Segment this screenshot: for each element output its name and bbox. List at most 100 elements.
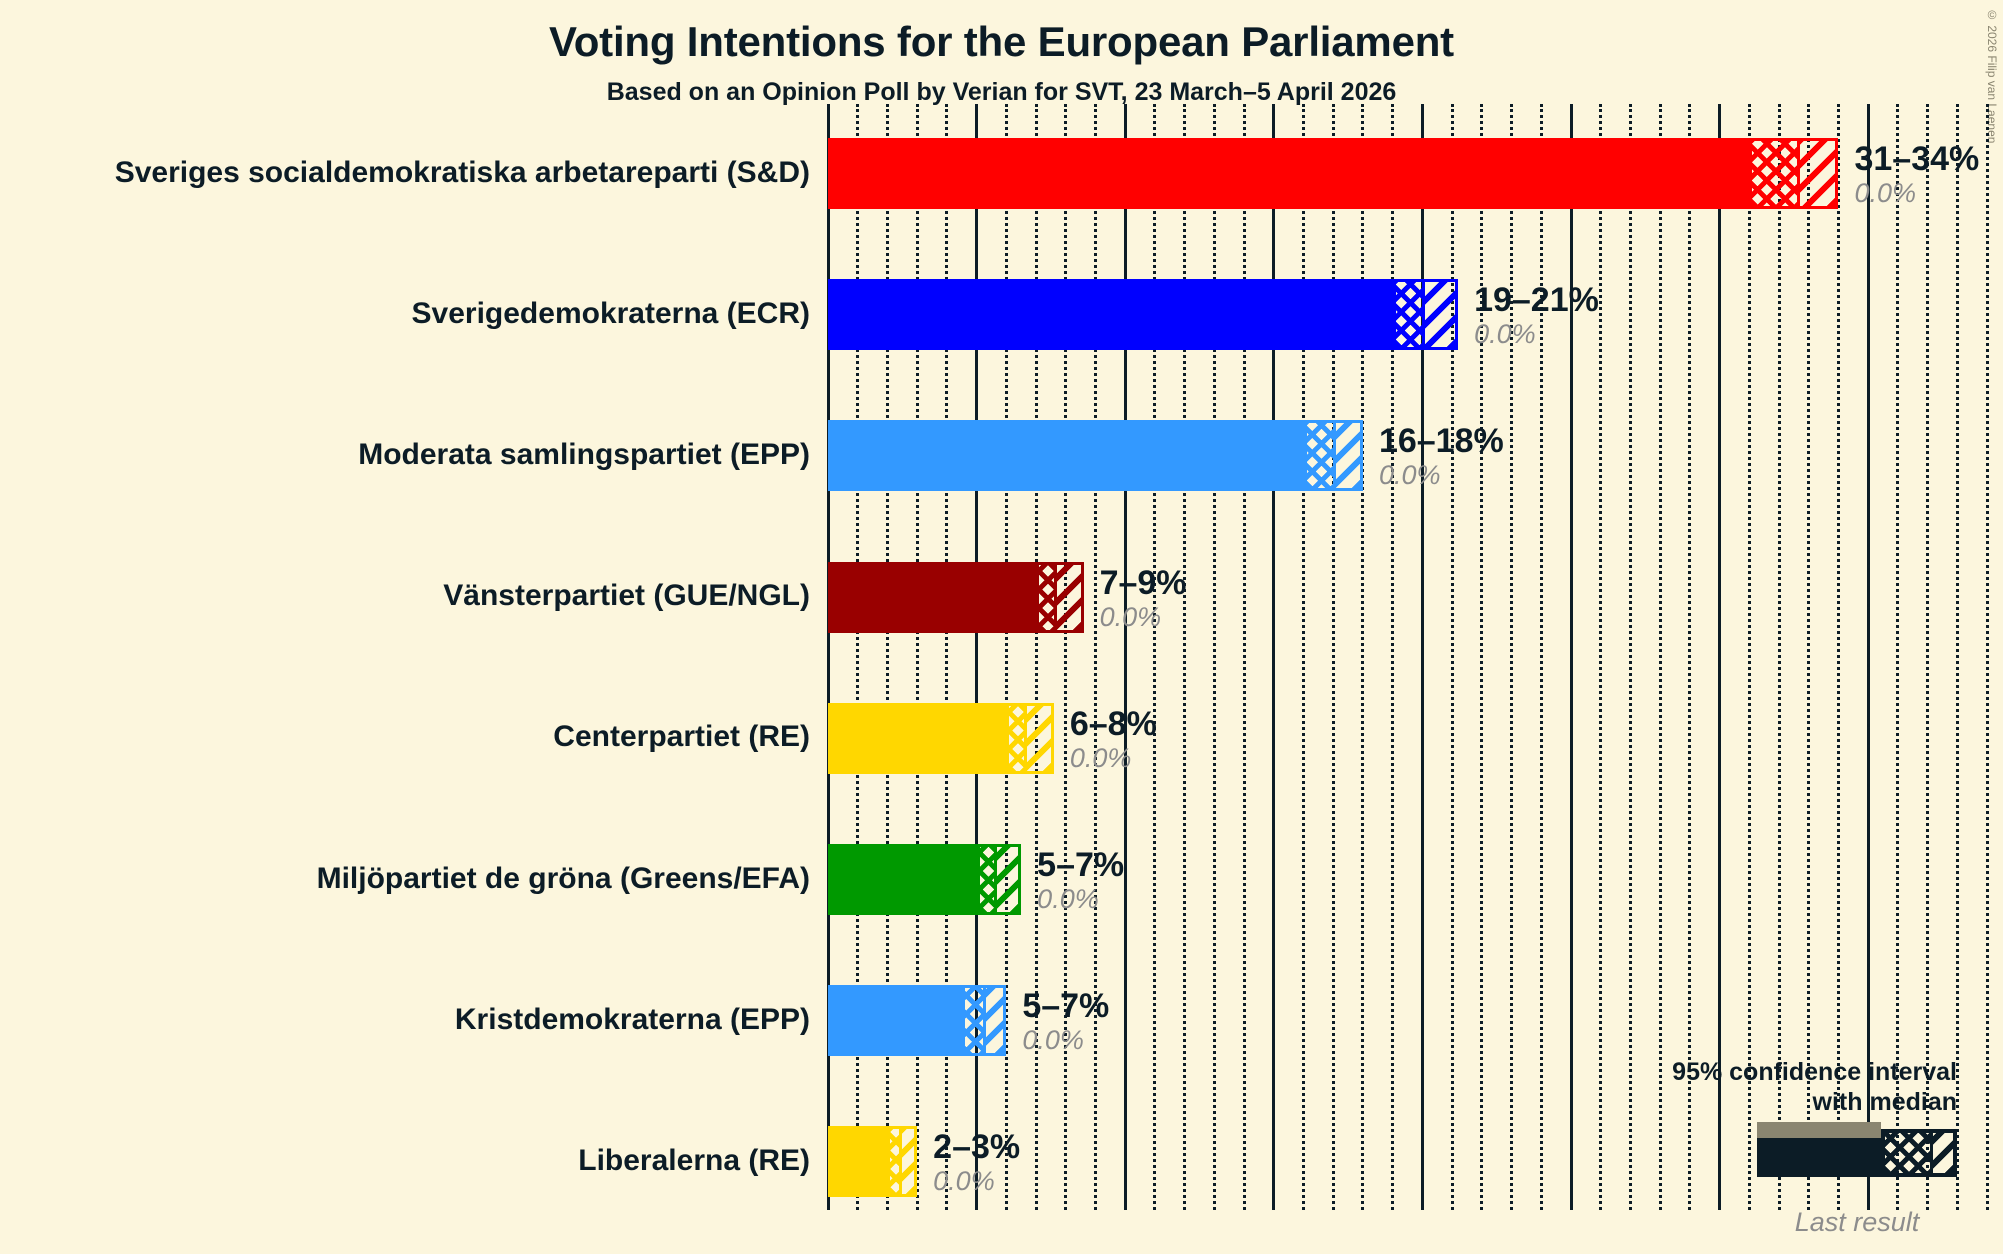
gridline-minor <box>856 104 860 1210</box>
bar-segment-crosshatch <box>979 847 998 912</box>
bar-segment-solid <box>831 282 1396 348</box>
bar-segment-diagonal <box>1336 423 1360 489</box>
value-labels: 2–3% 0.0% <box>933 1130 1020 1195</box>
gridline-minor <box>1153 104 1157 1210</box>
confidence-interval-text: 19–21% <box>1474 281 1599 320</box>
gridline-minor <box>1807 104 1811 1210</box>
gridline-minor <box>1896 104 1900 1210</box>
value-labels: 16–18% 0.0% <box>1379 424 1504 489</box>
bar-segment-crosshatch <box>1752 141 1800 206</box>
party-label: Liberalerna (RE) <box>578 1143 810 1177</box>
gridline-minor <box>1688 104 1692 1210</box>
confidence-interval-bar <box>828 985 1007 1057</box>
value-labels: 7–9% 0.0% <box>1100 566 1187 631</box>
legend-segment-crosshatch <box>1885 1133 1933 1173</box>
gridline-minor <box>1093 104 1097 1210</box>
confidence-interval-bar <box>828 702 1054 774</box>
bar-segment-solid <box>831 141 1753 206</box>
party-label: Moderata samlingspartiet (EPP) <box>358 437 810 471</box>
party-label: Kristdemokraterna (EPP) <box>454 1002 810 1036</box>
bar-segment-solid <box>831 988 965 1054</box>
bar-row: Centerpartiet (RE) 6–8% 0.0% <box>0 702 2003 774</box>
gridline-minor <box>915 104 919 1210</box>
bar-segment-crosshatch <box>890 1129 903 1195</box>
median-marker <box>1796 141 1800 206</box>
bar-row: Sverigedemokraterna (ECR) 19–21% 0.0% <box>0 279 2003 351</box>
gridline-major <box>826 104 830 1210</box>
gridline-minor <box>1391 104 1395 1210</box>
median-marker <box>1053 564 1057 630</box>
bar-row: Vänsterpartiet (GUE/NGL) 7–9% 0.0% <box>0 561 2003 633</box>
confidence-interval-bar <box>828 1126 918 1198</box>
confidence-interval-text: 6–8% <box>1069 704 1157 743</box>
median-marker <box>899 1129 903 1195</box>
gridline-minor <box>1361 104 1365 1210</box>
gridline-major <box>1123 104 1127 1210</box>
last-result-text: 0.0% <box>1099 601 1162 632</box>
bar-segment-solid <box>831 1129 891 1195</box>
confidence-interval-bar <box>828 844 1022 915</box>
bar-segment-solid <box>831 564 1040 630</box>
bar-row: Sveriges socialdemokratiska arbetarepart… <box>0 138 2003 209</box>
last-result-text: 0.0% <box>1474 319 1536 350</box>
value-labels: 19–21% 0.0% <box>1474 283 1599 348</box>
gridline-minor <box>1331 104 1335 1210</box>
bar-segment-solid <box>831 705 1010 771</box>
gridline-major <box>1718 104 1722 1210</box>
bar-segment-diagonal <box>997 847 1019 912</box>
value-labels: 31–34% 0.0% <box>1854 142 1979 207</box>
bar-segment-solid <box>831 423 1307 489</box>
legend-last-result-bar <box>1757 1122 1881 1138</box>
bar-segment-crosshatch <box>1039 564 1057 630</box>
bar-segment-diagonal <box>985 988 1004 1054</box>
gridline-minor <box>885 104 889 1210</box>
confidence-interval-text: 5–7% <box>1022 987 1110 1026</box>
value-labels: 5–7% 0.0% <box>1022 989 1109 1054</box>
gridline-minor <box>1034 104 1038 1210</box>
gridline-minor <box>1242 104 1246 1210</box>
confidence-interval-text: 31–34% <box>1854 140 1980 178</box>
confidence-interval-bar <box>828 561 1084 633</box>
last-result-text: 0.0% <box>1037 884 1099 914</box>
gridline-minor <box>1926 104 1930 1210</box>
legend-title-line2: with median <box>1812 1087 1957 1116</box>
legend-last-result-label: Last result <box>1794 1207 1920 1237</box>
median-marker <box>1333 423 1337 489</box>
gridline-minor <box>1599 104 1603 1210</box>
value-labels: 5–7% 0.0% <box>1037 848 1124 913</box>
gridline-minor <box>1539 104 1543 1210</box>
legend-median-marker <box>1930 1133 1933 1173</box>
confidence-interval-text: 16–18% <box>1378 422 1504 461</box>
confidence-interval-text: 2–3% <box>933 1128 1021 1167</box>
median-marker <box>994 847 998 912</box>
last-result-text: 0.0% <box>933 1166 995 1197</box>
legend: 95% confidence interval with median Last… <box>1637 1058 1957 1238</box>
confidence-interval-bar <box>828 279 1459 351</box>
bar-segment-solid <box>831 847 980 912</box>
gridline-minor <box>1985 104 1989 1210</box>
last-result-text: 0.0% <box>1378 460 1441 491</box>
confidence-interval-bar <box>828 138 1839 209</box>
bar-segment-diagonal <box>1056 564 1081 630</box>
gridline-minor <box>1836 104 1840 1210</box>
bar-segment-diagonal <box>1425 282 1456 348</box>
legend-segment-diagonal <box>1933 1133 1953 1173</box>
last-result-text: 0.0% <box>1069 742 1132 773</box>
bar-row: Moderata samlingspartiet (EPP) 16–18% 0.0% <box>0 420 2003 492</box>
median-marker <box>1024 705 1028 771</box>
gridline-minor <box>1510 104 1514 1210</box>
gridline-minor <box>1480 104 1484 1210</box>
gridline-minor <box>1183 104 1187 1210</box>
median-marker <box>1422 282 1426 348</box>
bar-segment-crosshatch <box>1306 423 1337 489</box>
gridline-minor <box>1302 104 1306 1210</box>
bar-row: Kristdemokraterna (EPP) 5–7% 0.0% <box>0 985 2003 1057</box>
gridline-minor <box>1747 104 1751 1210</box>
legend-swatch <box>1757 1129 1957 1177</box>
bar-row: Liberalerna (RE) 2–3% 0.0% <box>0 1126 2003 1198</box>
confidence-interval-text: 5–7% <box>1037 846 1125 884</box>
gridline-major <box>1569 104 1573 1210</box>
last-result-text: 0.0% <box>1854 178 1917 208</box>
